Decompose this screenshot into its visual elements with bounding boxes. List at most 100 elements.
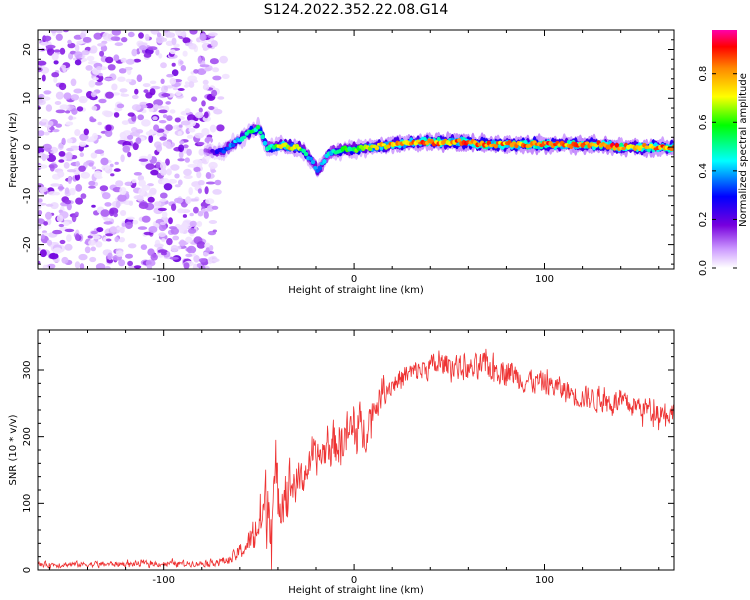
spectrogram-noise-cell xyxy=(120,93,130,97)
spectrogram-noise-cell xyxy=(58,223,65,228)
spectrogram-noise-cell xyxy=(66,234,72,242)
spectrogram-noise-cell xyxy=(158,109,168,114)
y-tick-label: -20 xyxy=(22,236,33,252)
x-tick-label: 100 xyxy=(535,575,554,586)
spectrogram-noise-cell xyxy=(154,201,162,207)
spectrogram-noise-cell xyxy=(45,211,52,220)
spectrogram-noise-cell xyxy=(107,252,113,261)
spectrogram-noise-cell xyxy=(162,114,168,119)
spectrogram-noise-cell xyxy=(56,214,64,223)
spectrogram-noise-cell xyxy=(209,124,217,133)
spectrogram-noise-cell xyxy=(208,161,218,169)
spectrogram-noise-cell xyxy=(81,58,88,62)
spectrogram-noise-cell xyxy=(180,120,191,126)
spectrogram-noise-cell xyxy=(182,37,191,44)
spectrogram-noise-cell xyxy=(93,32,103,40)
spectrogram-noise-cell xyxy=(132,220,139,225)
spectrogram-noise-cell xyxy=(64,187,70,195)
spectrogram-noise-cell xyxy=(201,100,206,107)
spectrogram-noise-cell xyxy=(193,206,199,214)
spectrogram-noise-cell xyxy=(169,256,179,260)
y-tick-label: 10 xyxy=(22,92,33,105)
spectrogram-ridge-cell xyxy=(313,165,318,170)
spectrogram-noise-cell xyxy=(202,83,210,91)
spectrogram-noise-cell xyxy=(94,149,105,154)
spectrogram-noise-cell xyxy=(97,43,106,47)
spectrogram-noise-cell xyxy=(124,181,133,186)
spectrogram-noise-cell xyxy=(90,91,97,98)
spectrogram-noise-cell xyxy=(74,211,79,216)
spectrogram-noise-cell xyxy=(105,233,114,237)
spectrogram-noise-cell xyxy=(78,95,88,104)
colorbar-gradient xyxy=(712,30,737,268)
spectrogram-noise-cell xyxy=(149,130,157,135)
spectrogram-noise-cell xyxy=(114,42,124,47)
spectrogram-noise-cell xyxy=(106,258,114,264)
spectrogram-noise-cell xyxy=(166,168,172,176)
spectrogram-noise-cell xyxy=(189,30,198,35)
spectrogram-noise-cell xyxy=(115,200,121,209)
spectrogram-noise-cell xyxy=(169,77,177,85)
spectrogram-noise-cell xyxy=(156,35,165,44)
spectrogram-noise-cell xyxy=(131,104,142,111)
spectrogram-noise-cell xyxy=(57,142,64,151)
spectrogram-noise-cell xyxy=(50,147,58,151)
spectrogram-noise-cell xyxy=(90,152,98,159)
spectrogram-noise-cell xyxy=(136,74,143,82)
spectrogram-noise-cell xyxy=(174,184,181,188)
colorbar-tick-label: 0.4 xyxy=(698,163,709,179)
spectrogram-noise-cell xyxy=(147,264,152,269)
spectrogram-noise-cell xyxy=(46,239,53,246)
spectrogram-noise-cell xyxy=(140,244,148,251)
spectrogram-noise-cell xyxy=(88,162,94,167)
spectrogram-noise-cell xyxy=(63,162,70,169)
spectrogram-noise-cell xyxy=(55,109,66,114)
spectrogram-noise-cell xyxy=(204,67,212,72)
x-tick-label: 100 xyxy=(535,274,554,285)
spectrogram-noise-cell xyxy=(61,256,69,264)
spectrogram-noise-cell xyxy=(119,227,125,234)
spectrogram-noise-cell xyxy=(184,81,190,85)
spectrogram-noise-cell xyxy=(163,183,173,191)
spectrogram-noise-cell xyxy=(219,55,229,64)
spectrogram-noise-cell xyxy=(186,148,192,156)
spectrogram-noise-cell xyxy=(171,62,176,67)
spectrogram-noise-cell xyxy=(147,248,155,256)
spectrogram-noise-cell xyxy=(78,253,88,261)
spectrogram-noise-cell xyxy=(70,94,80,101)
spectrogram-ylabel: Frequency (Hz) xyxy=(8,112,19,188)
spectrogram-noise-cell xyxy=(42,143,52,151)
spectrogram-noise-cell xyxy=(132,142,139,151)
spectrogram-noise-cell xyxy=(175,30,181,36)
spectrogram-noise-cell xyxy=(158,223,167,232)
spectrogram-noise-cell xyxy=(74,59,82,66)
spectrogram-ridge-cell xyxy=(242,135,247,139)
spectrogram-noise-cell xyxy=(137,114,144,121)
spectrogram-noise-cell xyxy=(172,86,179,91)
spectrogram-noise-cell xyxy=(211,89,218,97)
spectrogram-noise-cell xyxy=(160,62,167,69)
spectrogram-noise-cell xyxy=(100,209,110,217)
spectrogram-noise-cell xyxy=(117,194,127,202)
spectrogram-noise-cell xyxy=(128,200,134,206)
spectrogram-noise-cell xyxy=(208,220,218,224)
spectrogram-noise-cell xyxy=(172,235,180,241)
spectrogram-noise-cell xyxy=(89,256,97,263)
spectrogram-ridge-cell xyxy=(621,146,626,151)
spectrogram-noise-cell xyxy=(97,121,102,126)
colorbar: 0.0 0.2 0.4 0.6 0.8 Normalized spectral ampl… xyxy=(698,30,749,276)
spectrogram-noise-cell xyxy=(147,46,158,51)
spectrogram-noise-cell xyxy=(80,31,86,39)
spectrogram-noise-cell xyxy=(149,88,156,96)
spectrogram-noise-cell xyxy=(208,32,218,37)
snr-panel: -100 0 100 0 100 200 300 Height of straight li… xyxy=(8,329,675,596)
spectrogram-noise-cell xyxy=(51,72,60,78)
spectrogram-noise-cell xyxy=(38,198,43,203)
spectrogram-noise-cell xyxy=(161,93,171,97)
spectrogram-noise-cell xyxy=(104,77,114,81)
spectrogram-noise-cell xyxy=(127,112,135,117)
spectrogram-noise-cell xyxy=(99,50,105,57)
spectrogram-noise-cell xyxy=(179,140,185,145)
spectrogram-noise-cell xyxy=(92,77,99,81)
spectrogram-noise-cell xyxy=(118,237,126,243)
